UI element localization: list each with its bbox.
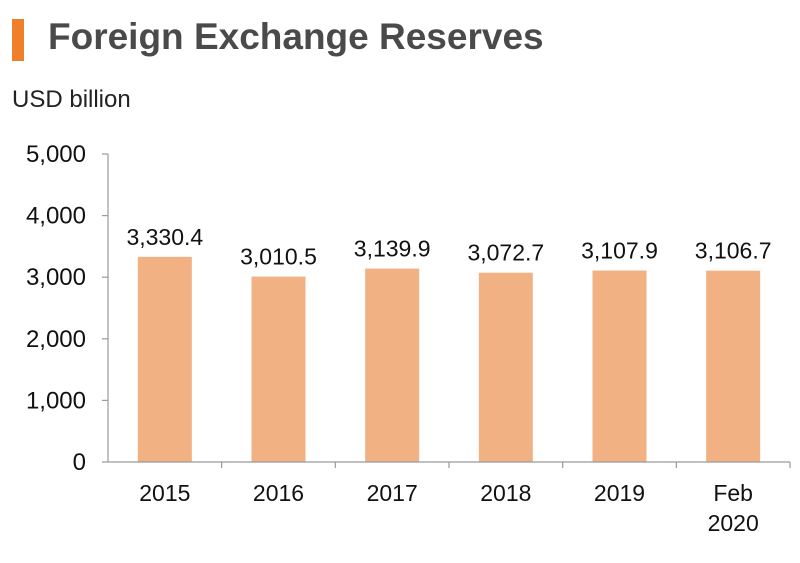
y-axis: 0 1,000 2,000 3,000 4,000 5,000	[26, 141, 109, 476]
y-tick-label: 1,000	[26, 387, 86, 414]
y-tick-label: 5,000	[26, 141, 86, 168]
y-tick-label: 2,000	[26, 326, 86, 353]
y-tick-label: 3,000	[26, 264, 86, 291]
y-tick-label: 4,000	[26, 203, 86, 230]
bar-value-label: 3,107.9	[581, 238, 658, 264]
x-tick-label: 2015	[139, 480, 190, 506]
bar	[365, 268, 420, 462]
bar-value-label: 3,106.7	[695, 238, 772, 264]
bar	[592, 270, 647, 462]
x-tick-label: 2018	[480, 480, 531, 506]
y-tick-label: 0	[73, 449, 86, 476]
x-tick-label: 2017	[367, 480, 418, 506]
bar	[706, 270, 761, 462]
bar-value-label: 3,010.5	[240, 244, 317, 270]
bar-value-label: 3,072.7	[467, 240, 544, 266]
bar	[137, 256, 192, 462]
bar-value-label: 3,139.9	[354, 236, 431, 262]
x-axis: 2015 2016 2017 2018 2019 Feb 2020	[108, 461, 791, 536]
y-axis-unit-label: USD billion	[12, 86, 131, 113]
bar	[251, 276, 306, 462]
x-tick-label: 2020	[708, 510, 759, 536]
title-accent-bar	[12, 19, 24, 61]
x-tick-label: 2019	[594, 480, 645, 506]
bar-series: 3,330.4 3,010.5 3,139.9 3,072.7 3,107.9 3,106…	[126, 224, 772, 462]
chart-title: Foreign Exchange Reserves	[48, 16, 544, 57]
x-tick-label: 2016	[253, 480, 304, 506]
bar	[478, 272, 533, 462]
x-tick-label: Feb	[713, 480, 753, 506]
bar-value-label: 3,330.4	[126, 224, 203, 250]
